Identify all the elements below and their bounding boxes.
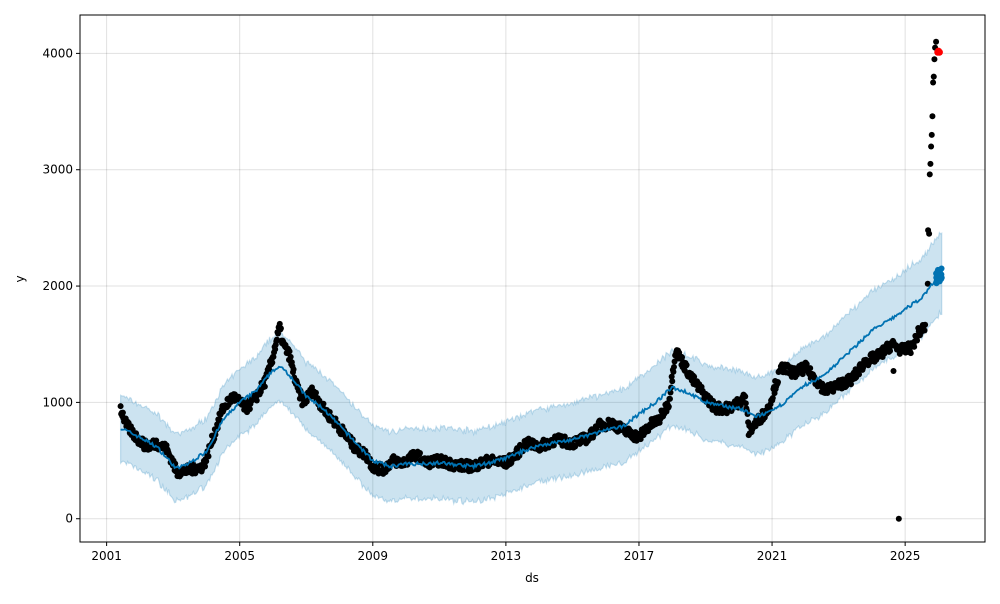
x-tick-label: 2013 — [491, 549, 522, 563]
actual-point — [807, 365, 814, 372]
actual-point — [742, 393, 749, 400]
actual-point — [119, 409, 126, 416]
actual-point — [926, 171, 933, 178]
actual-point — [890, 367, 897, 374]
actual-point — [272, 346, 279, 353]
actual-point — [202, 463, 209, 470]
actual-point — [205, 453, 212, 460]
forecast-point — [938, 265, 945, 272]
y-tick-label: 1000 — [42, 395, 73, 409]
actual-point — [723, 410, 730, 417]
actual-point — [153, 437, 160, 444]
actual-point — [926, 230, 933, 237]
actual-point — [117, 403, 124, 410]
actual-point — [933, 38, 940, 45]
y-axis-ticks: 0 1000 2000 3000 4000 — [42, 46, 80, 526]
x-tick-label: 2005 — [224, 549, 255, 563]
actual-point — [931, 56, 938, 63]
actual-point — [742, 400, 749, 407]
actual-point — [290, 366, 297, 373]
actual-point — [276, 320, 283, 327]
x-tick-label: 2021 — [757, 549, 788, 563]
actual-point — [669, 378, 676, 385]
actual-point — [286, 348, 293, 355]
x-tick-label: 2001 — [91, 549, 122, 563]
y-axis-label: y — [13, 275, 27, 282]
actual-point — [921, 327, 928, 334]
actual-point — [774, 379, 781, 386]
x-axis-label: ds — [525, 571, 539, 585]
actual-point — [316, 397, 323, 404]
actual-point — [928, 131, 935, 138]
actual-point — [843, 382, 850, 389]
actual-point — [253, 397, 260, 404]
actual-point — [270, 353, 277, 360]
actual-point — [930, 73, 937, 80]
future-actual-point — [935, 48, 943, 56]
y-tick-label: 2000 — [42, 279, 73, 293]
actual-point — [769, 394, 776, 401]
actual-point — [261, 383, 268, 390]
y-tick-label: 0 — [65, 512, 73, 526]
actual-point — [895, 515, 902, 522]
actual-point — [679, 354, 686, 361]
actual-point — [273, 336, 280, 343]
actual-point — [907, 350, 914, 357]
x-tick-label: 2009 — [358, 549, 389, 563]
actual-point — [312, 389, 319, 396]
actual-point — [269, 359, 276, 366]
y-tick-label: 4000 — [42, 46, 73, 60]
plot-frame — [79, 14, 986, 543]
actual-point — [927, 160, 934, 167]
actual-point — [930, 79, 937, 86]
actual-point — [887, 347, 894, 354]
interval-area — [119, 231, 943, 507]
actual-point — [416, 449, 423, 456]
actual-point — [665, 403, 672, 410]
actual-point — [320, 400, 327, 407]
actual-point — [830, 388, 837, 395]
actual-point — [246, 405, 253, 412]
x-tick-label: 2025 — [890, 549, 921, 563]
actual-point — [666, 395, 673, 402]
actual-point — [924, 280, 931, 287]
actual-point — [929, 113, 936, 120]
actual-point — [203, 458, 210, 465]
actual-point — [847, 381, 854, 388]
actual-point — [683, 361, 690, 368]
actual-point — [914, 337, 921, 344]
x-tick-label: 2017 — [624, 549, 655, 563]
forecast-point — [938, 274, 945, 281]
y-tick-label: 3000 — [42, 163, 73, 177]
yhat-line — [120, 272, 943, 471]
x-axis-ticks: 2001 2005 2009 2013 2017 2021 2025 — [91, 542, 920, 563]
actual-point — [277, 325, 284, 332]
actual-point — [928, 143, 935, 150]
actual-point — [572, 443, 579, 450]
actual-point — [911, 343, 918, 350]
actual-point — [922, 321, 929, 328]
actual-point — [668, 373, 675, 380]
actual-point — [287, 353, 294, 360]
actual-point — [670, 368, 677, 375]
actual-point — [326, 409, 333, 416]
forecast-line — [120, 47, 945, 471]
actual-point — [856, 371, 863, 378]
actual-point — [561, 433, 568, 440]
plot-background — [80, 15, 985, 542]
actual-point — [670, 363, 677, 370]
uncertainty-band — [119, 231, 943, 507]
